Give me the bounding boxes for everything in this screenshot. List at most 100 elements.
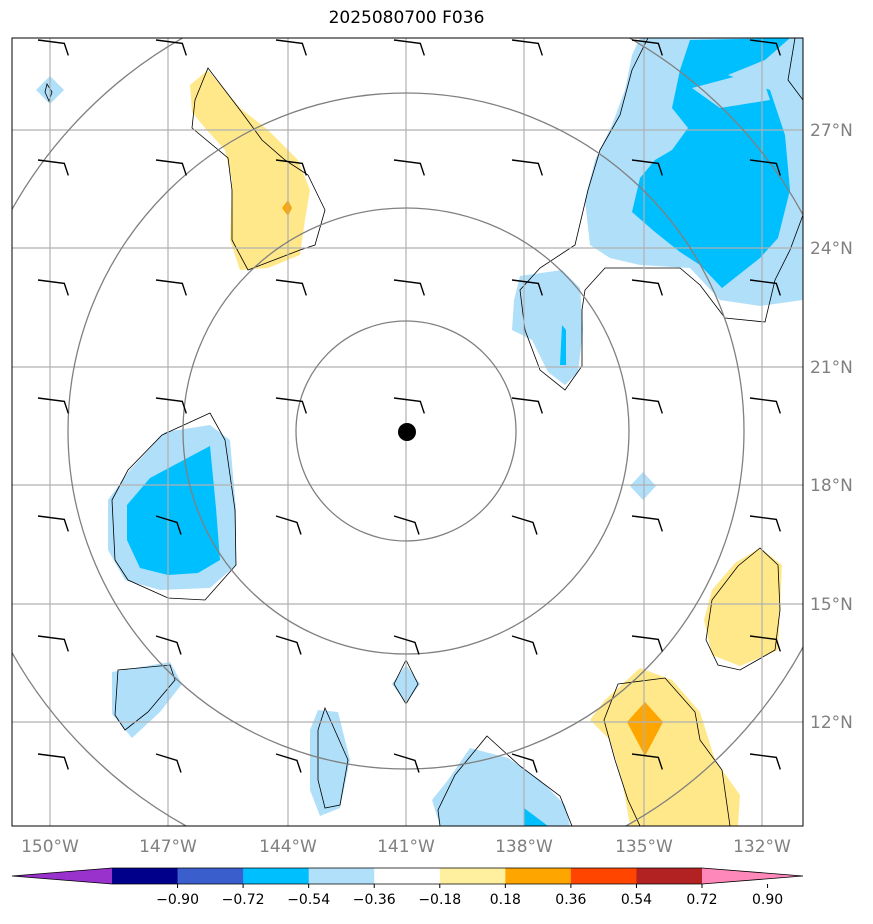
colorbar-segment [636,868,703,884]
contour-fill-blue [127,446,220,575]
contour-fill-orange [282,200,292,216]
range-rings [12,38,803,826]
range-ring [67,92,745,770]
wind-barb [393,753,420,773]
colorbar-tick-label: −0.72 [222,892,265,908]
colorbar-tick-label: 0.36 [555,892,586,908]
lat-label: 21°N [810,358,853,378]
wind-barb [37,515,69,532]
latitude-axis: 27°N 24°N 21°N 18°N 15°N 12°N [810,121,853,733]
colorbar-segment [505,868,572,884]
wind-barb [749,279,781,296]
gridlines [12,38,803,826]
wind-barb [511,753,538,773]
map-title: 2025080700 F036 [328,8,485,28]
wind-barb [37,753,69,770]
lat-label: 15°N [810,595,853,615]
wind-barb [749,635,781,652]
wind-barb [393,279,425,296]
wind-barb [155,279,187,296]
range-ring [182,207,630,655]
lon-label: 135°W [615,837,673,857]
wind-barb [275,753,302,773]
lat-label: 18°N [810,476,853,496]
colorbar-segment [570,868,637,884]
wind-barb [749,515,781,532]
range-ring [295,320,517,542]
wind-barb [631,635,663,652]
colorbar-tick-label: −0.18 [418,892,461,908]
wind-barb [393,635,420,655]
wind-barb [37,635,69,652]
wind-barb [631,279,663,296]
wind-barb [511,515,538,535]
wind-barb [631,397,663,414]
wind-barb [37,39,69,56]
lon-label: 147°W [139,837,197,857]
colorbar-tick-label: 0.72 [686,892,717,908]
map-frame [11,37,804,827]
wind-barb [511,159,543,176]
wind-barb [393,159,425,176]
colorbar-segment [308,868,375,884]
colorbar-segment [177,868,244,884]
wind-barb [749,159,781,176]
colorbar-tick-label: 0.18 [490,892,521,908]
wind-barb [511,635,538,655]
wind-barb [155,159,187,176]
storm-center-dot [398,423,416,441]
wind-barb [393,515,420,535]
contour-lines [44,38,803,826]
colorbar-tick-label: 0.54 [621,892,652,908]
lon-label: 132°W [733,837,791,857]
lat-label: 24°N [810,239,853,259]
colorbar-segment [374,868,441,884]
wind-barb [37,159,69,176]
wind-barb [275,397,307,414]
lon-label: 144°W [259,837,317,857]
wind-barb [155,635,182,655]
longitude-axis: 150°W 147°W 144°W 141°W 138°W 135°W 132°… [21,837,791,857]
wind-barb [631,39,663,56]
wind-barb [511,397,543,414]
contour-fill-orange [627,702,663,756]
wind-barb [37,279,69,296]
colorbar-segment [439,868,506,884]
wind-barb [155,397,187,414]
wind-barb [393,397,425,414]
colorbar-segment [112,868,179,884]
lon-label: 150°W [21,837,79,857]
contour-fill-light-yellow [590,668,740,826]
wind-barb [393,39,425,56]
contour-fill-light-yellow [190,70,310,270]
wind-barb [749,39,781,56]
wind-barb [631,515,663,532]
colorbar-extend-high [702,868,803,884]
wind-barb [749,753,781,770]
lat-label: 27°N [810,121,853,141]
colorbar-tick-label: −0.54 [287,892,330,908]
wind-barb [631,159,663,176]
wind-barb [749,397,781,414]
wind-barb [275,159,307,176]
wind-barb [275,515,302,535]
wind-barb [275,635,302,655]
wind-barbs [37,39,781,773]
colorbar-tick-label: −0.36 [353,892,396,908]
wind-barb [275,39,307,56]
lon-label: 141°W [377,837,435,857]
wind-barb [155,515,182,535]
wind-barb [511,39,543,56]
wind-barb [275,279,307,296]
colorbar: −0.90 −0.72 −0.54 −0.36 −0.18 0.18 0.36 0.54 0.7… [11,867,804,908]
wind-barb [155,39,187,56]
colorbar-segment [243,868,310,884]
wind-barb [155,753,182,773]
lat-label: 12°N [810,713,853,733]
colorbar-tick-label: −0.90 [156,892,199,908]
wind-barb [37,397,69,414]
colorbar-extend-low [12,868,112,884]
lon-label: 138°W [495,837,553,857]
wind-barb [631,753,663,770]
